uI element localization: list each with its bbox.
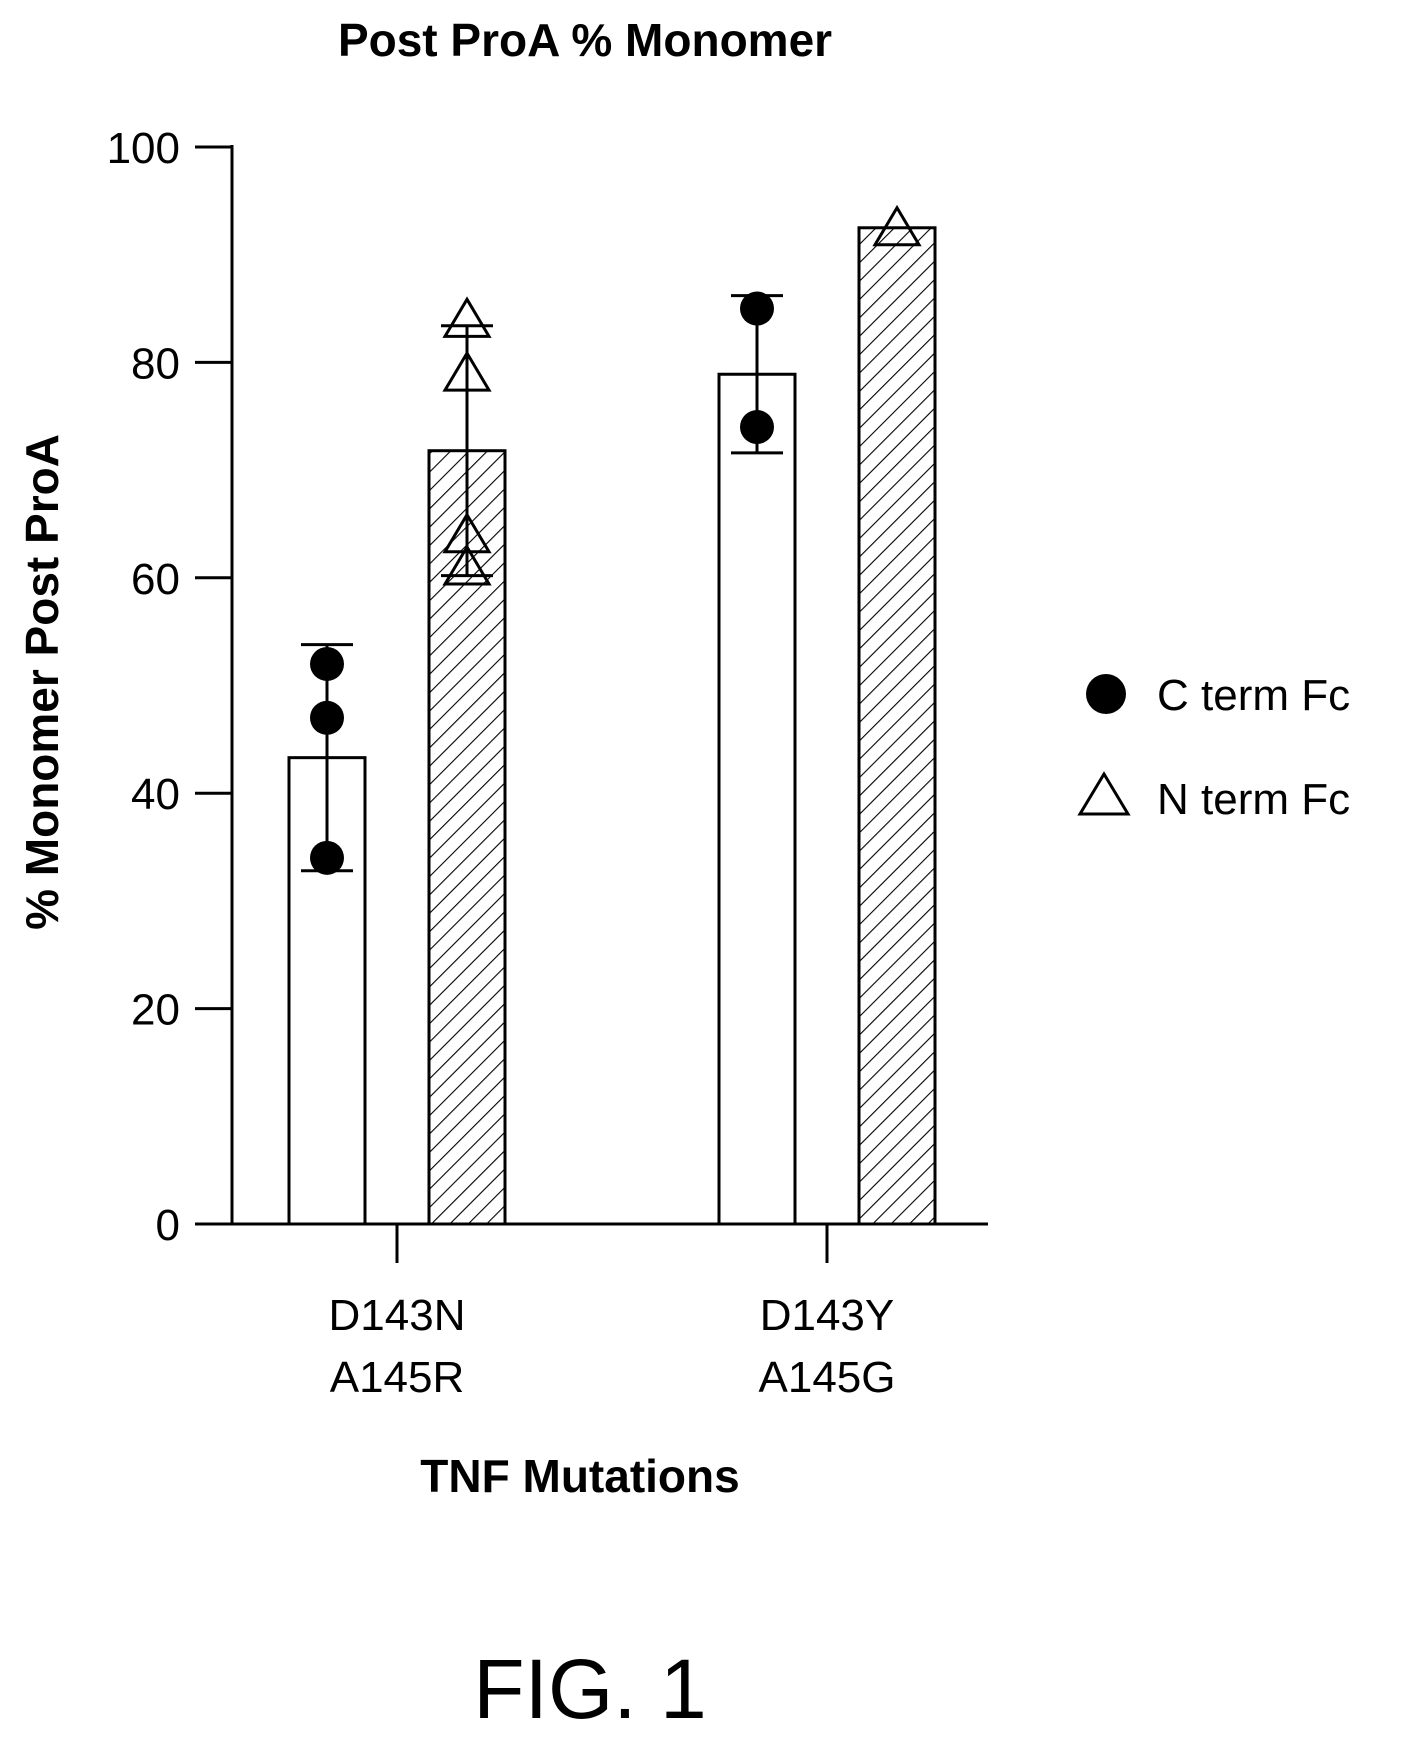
bar [427, 449, 507, 1226]
y-tick-label: 0 [156, 1201, 180, 1250]
legend-item-c-term: C term Fc [1086, 671, 1350, 720]
data-point-circle [740, 410, 774, 445]
chart-title: Post ProA % Monomer [338, 14, 832, 66]
y-tick-label: 100 [107, 124, 180, 173]
data-point-circle [740, 291, 774, 326]
figure-label: FIG. 1 [473, 1642, 706, 1736]
bar [857, 226, 937, 1226]
x-tick-label-line1: D143Y [760, 1291, 895, 1340]
legend-open-triangle-marker [1077, 771, 1131, 816]
data-point-triangle [442, 544, 492, 586]
data-point-triangle [442, 511, 492, 554]
x-tick-label-line2: A145G [759, 1353, 896, 1402]
y-tick-label: 60 [131, 555, 180, 604]
x-tick-label-line2: A145R [330, 1353, 465, 1402]
legend: C term Fc N term Fc [1077, 671, 1350, 824]
legend-filled-circle-marker [1086, 674, 1126, 714]
legend-item-n-term: N term Fc [1077, 771, 1350, 824]
y-tick-label: 40 [131, 770, 180, 819]
data-point-triangle [442, 296, 492, 338]
data-point-circle [310, 646, 344, 681]
bar [717, 372, 797, 1226]
legend-label-c-term: C term Fc [1157, 671, 1350, 720]
y-tick-label: 80 [131, 339, 180, 388]
y-tick-label: 20 [131, 986, 180, 1035]
data-point-circle [310, 700, 344, 735]
data-point-circle [310, 840, 344, 875]
legend-label-n-term: N term Fc [1157, 775, 1350, 824]
y-axis-label: % Monomer Post ProA [16, 434, 68, 930]
data-point-triangle [872, 204, 922, 247]
x-tick-label-line1: D143N [329, 1291, 466, 1340]
data-point-triangle [442, 350, 492, 392]
x-axis-label: TNF Mutations [420, 1450, 739, 1502]
